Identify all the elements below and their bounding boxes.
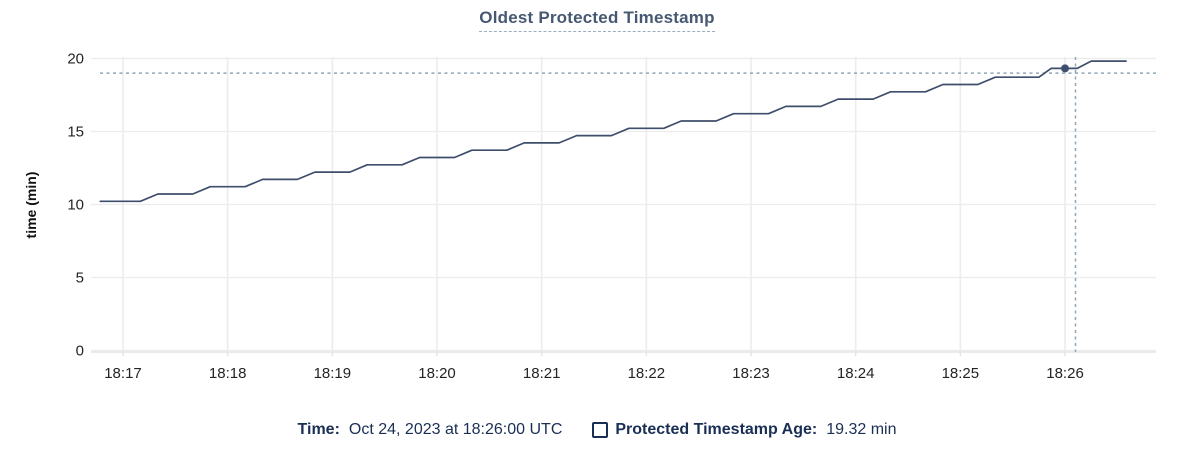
legend: Time: Oct 24, 2023 at 18:26:00 UTC Prote… — [0, 420, 1194, 440]
y-tick-label: 0 — [76, 343, 84, 360]
x-tick-label: 18:17 — [104, 365, 142, 382]
series-checkbox-icon[interactable] — [592, 422, 609, 438]
x-tick-label: 18:21 — [523, 365, 561, 382]
x-tick-label: 18:20 — [418, 365, 456, 382]
y-tick-label: 5 — [76, 270, 84, 287]
y-axis-label: time (min) — [23, 171, 39, 239]
x-tick-label: 18:25 — [942, 365, 980, 382]
legend-series-label: Protected Timestamp Age: — [615, 421, 818, 438]
x-tick-label: 18:26 — [1046, 365, 1084, 382]
legend-series-value: 19.32 min — [826, 421, 897, 438]
legend-series-toggle[interactable]: Protected Timestamp Age: — [592, 420, 817, 440]
y-tick-label: 15 — [67, 124, 84, 141]
x-tick-label: 18:23 — [732, 365, 770, 382]
x-tick-label: 18:24 — [837, 365, 875, 382]
x-tick-label: 18:22 — [628, 365, 666, 382]
hover-point — [1061, 64, 1070, 73]
y-tick-label: 10 — [67, 197, 84, 214]
chart-header: Oldest Protected Timestamp — [0, 8, 1194, 32]
legend-time-label: Time: — [297, 421, 340, 438]
chart-title: Oldest Protected Timestamp — [479, 8, 715, 32]
data-line — [99, 60, 1127, 203]
legend-time-value: Oct 24, 2023 at 18:26:00 UTC — [348, 421, 563, 438]
y-tick-label: 20 — [67, 51, 84, 68]
x-tick-label: 18:19 — [314, 365, 352, 382]
x-tick-label: 18:18 — [209, 365, 247, 382]
